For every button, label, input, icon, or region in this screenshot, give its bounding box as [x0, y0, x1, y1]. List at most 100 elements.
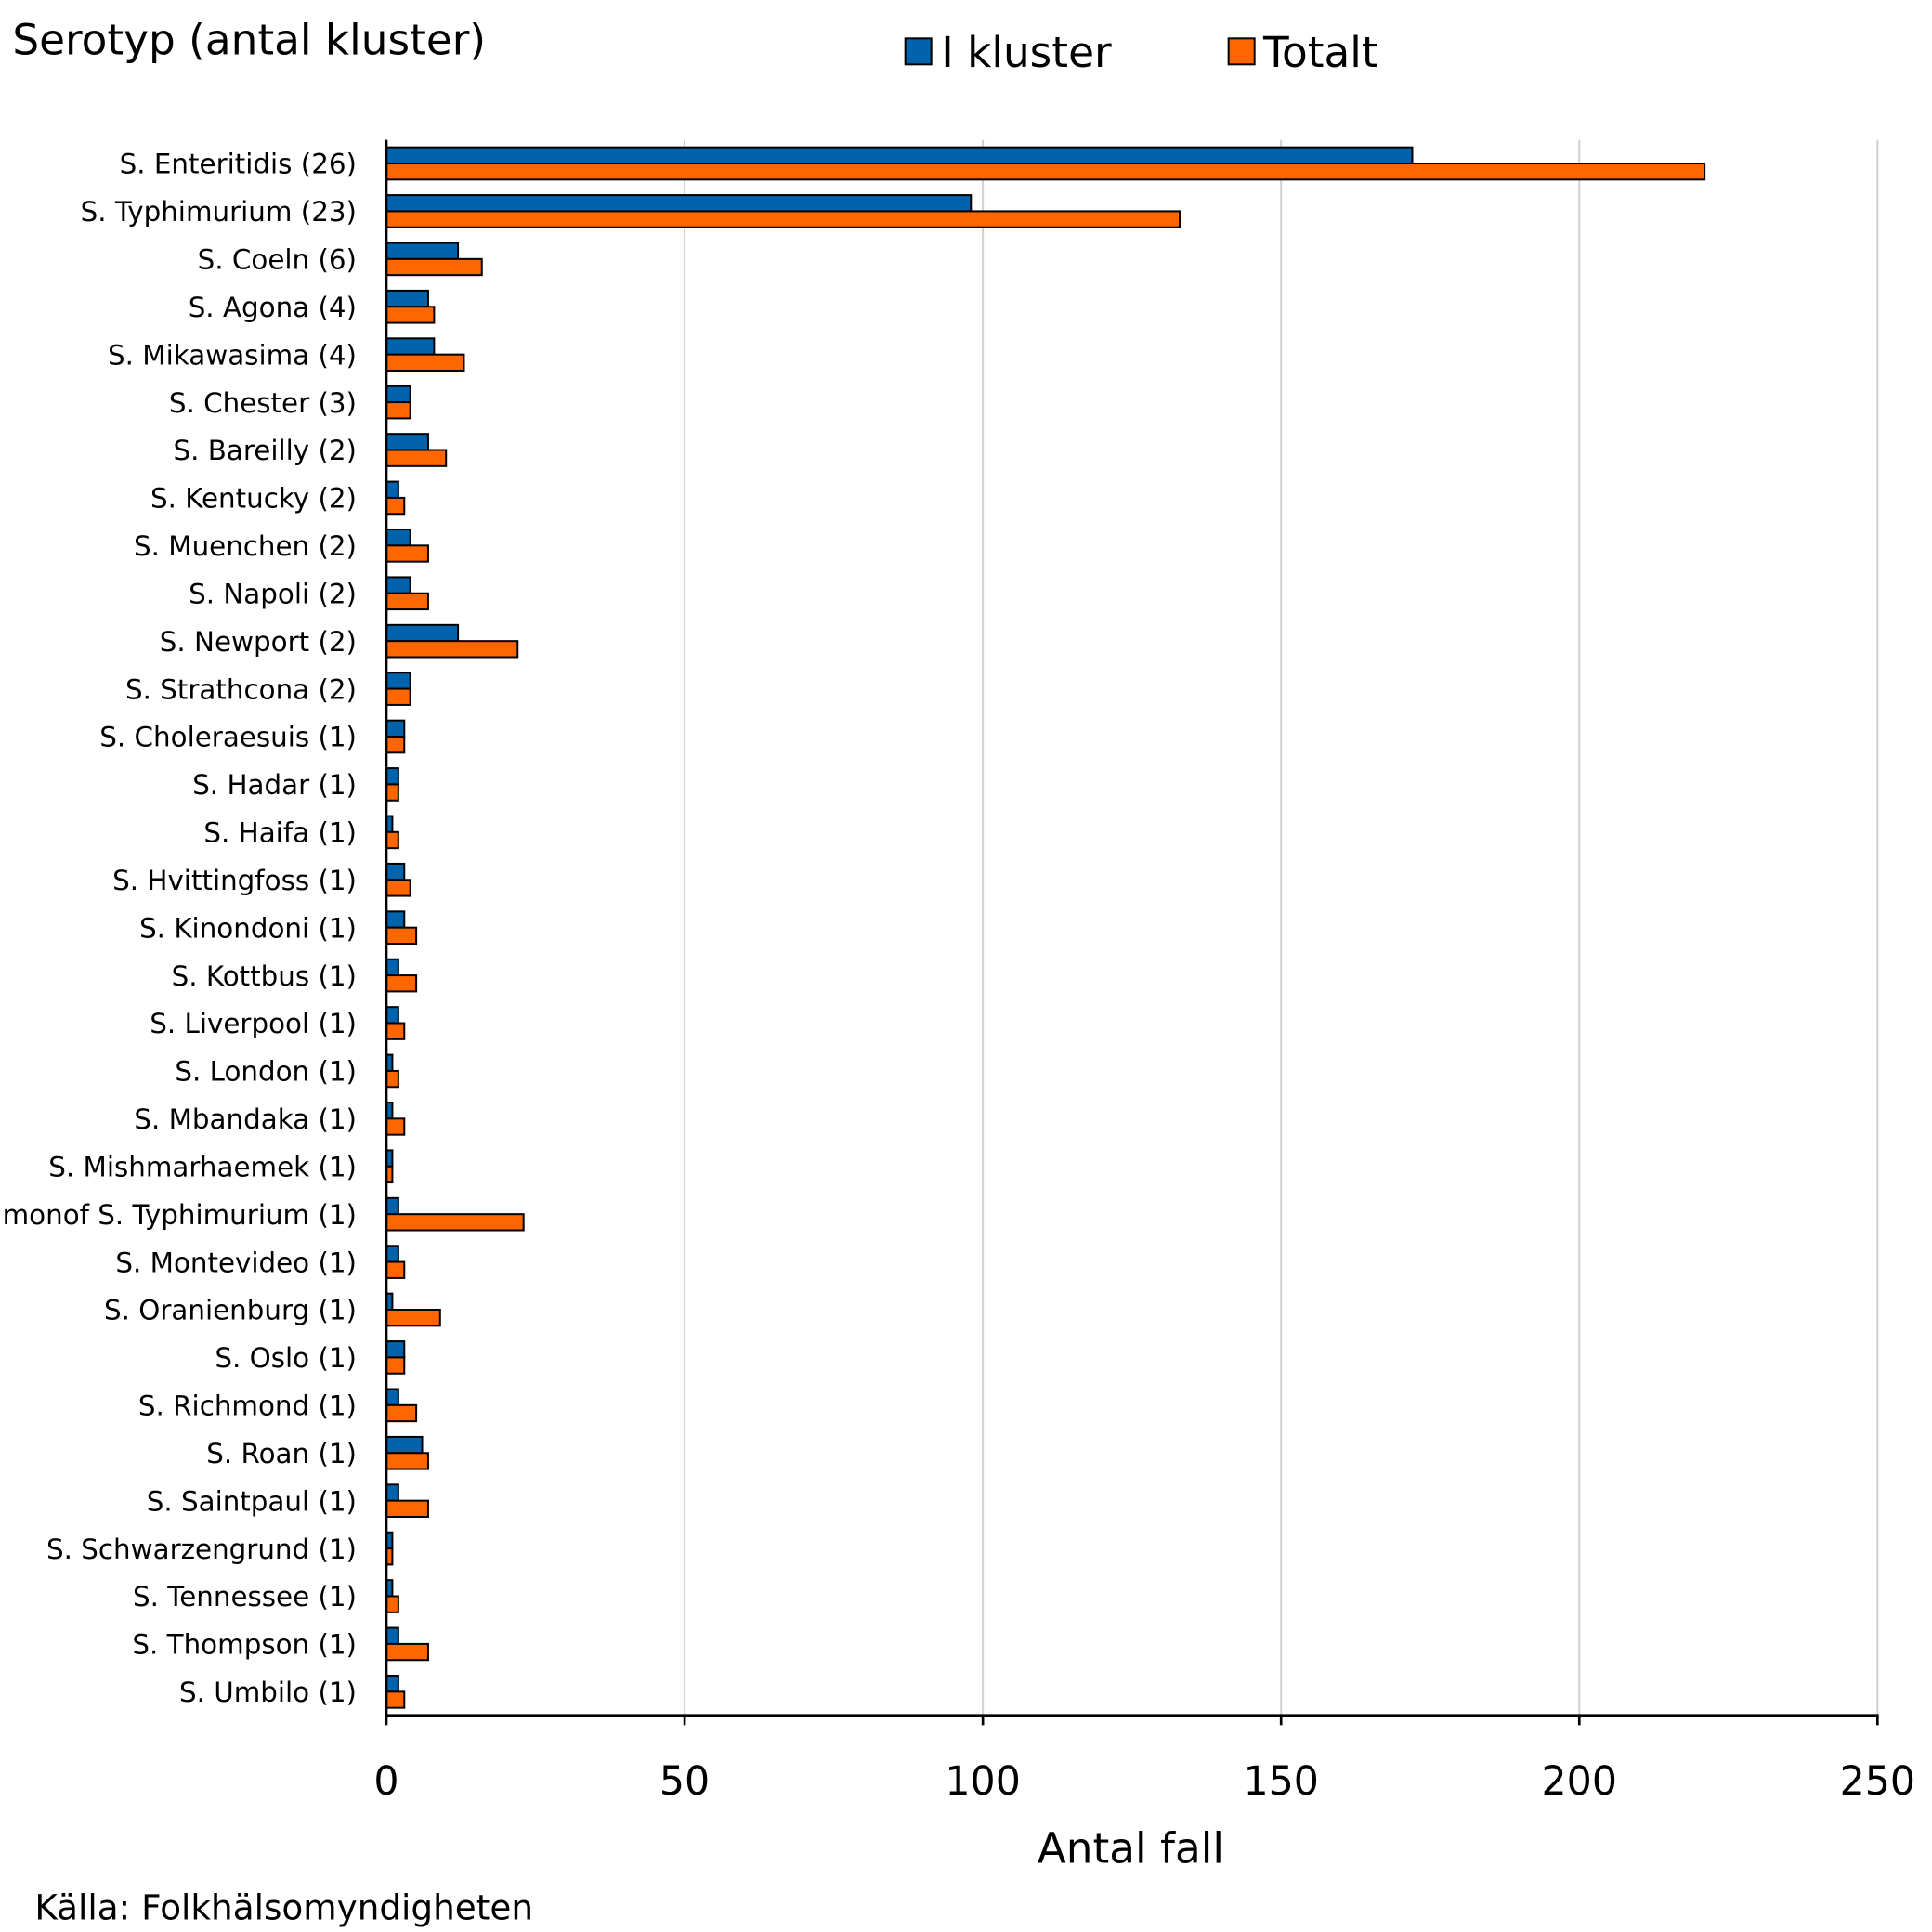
- category-label: S. Mishmarhaemek (1): [48, 1151, 357, 1182]
- bar-totalt: [385, 830, 399, 850]
- bar-totalt: [385, 1069, 399, 1089]
- bar-totalt: [385, 640, 519, 659]
- bar-i-kluster: [385, 1483, 399, 1502]
- x-tick-label: 200: [1542, 1758, 1617, 1805]
- x-tick-label: 100: [945, 1758, 1020, 1805]
- bar-totalt: [385, 1356, 406, 1375]
- bar-totalt: [385, 1595, 399, 1613]
- legend-label-totalt: Totalt: [1262, 28, 1378, 77]
- bar-totalt: [385, 1260, 406, 1279]
- category-label: S. Choleraesuis (1): [99, 722, 357, 753]
- bar-i-kluster: [385, 194, 973, 213]
- bar-totalt: [385, 1117, 406, 1136]
- category-label: S. Bareilly (2): [174, 435, 357, 466]
- category-label: S. Napoli (2): [189, 578, 357, 609]
- bar-i-kluster: [385, 672, 411, 690]
- category-label: S. Mbandaka (1): [134, 1103, 357, 1135]
- category-label: S. Coeln (6): [198, 244, 357, 276]
- category-label: S. Kentucky (2): [150, 483, 357, 515]
- category-label: S. London (1): [175, 1056, 357, 1088]
- bar-i-kluster: [385, 1340, 406, 1359]
- category-label: S. Saintpaul (1): [147, 1485, 357, 1517]
- category-label: S. Oranienburg (1): [104, 1295, 357, 1326]
- x-tick-label: 50: [659, 1758, 710, 1805]
- x-tick-label: 0: [373, 1758, 398, 1805]
- bar-totalt: [385, 879, 411, 897]
- bar-totalt: [385, 592, 429, 611]
- category-label: S. Hvittingfoss (1): [112, 865, 357, 896]
- bar-totalt: [385, 257, 483, 277]
- bar-totalt: [385, 736, 406, 754]
- category-label: S. Montevideo (1): [115, 1247, 357, 1278]
- category-label: S. Mikawasima (4): [108, 339, 357, 371]
- category-label: S. Thompson (1): [132, 1629, 357, 1661]
- bar-i-kluster: [385, 529, 411, 547]
- category-label: S. Haifa (1): [203, 817, 357, 849]
- bar-totalt: [385, 926, 418, 945]
- category-label: S. Schwarzengrund (1): [46, 1534, 357, 1565]
- bar-i-kluster: [385, 767, 399, 786]
- legend-label-i-kluster: I kluster: [941, 28, 1112, 77]
- bar-i-kluster: [385, 146, 1414, 164]
- chart-title: Serotyp (antal kluster): [12, 16, 486, 65]
- bar-i-kluster: [385, 910, 406, 929]
- category-label: S. Umbilo (1): [179, 1677, 357, 1708]
- bar-i-kluster: [385, 1388, 399, 1406]
- category-label: S. Typhimurium (23): [81, 196, 357, 228]
- legend-swatch-totalt: [1227, 37, 1256, 66]
- x-tick-labels: 0 50 100 150 200 250: [373, 1758, 1915, 1805]
- bar-i-kluster: [385, 623, 460, 643]
- bars: [385, 146, 1706, 1709]
- category-label: S. Hadar (1): [192, 769, 357, 801]
- category-label: S. Tennessee (1): [133, 1581, 357, 1612]
- category-label: S. Liverpool (1): [150, 1008, 357, 1039]
- category-label: S. Enteritidis (26): [120, 149, 357, 180]
- bar-totalt: [385, 163, 1706, 181]
- category-label: S. Agona (4): [189, 292, 357, 323]
- bar-i-kluster: [385, 480, 399, 499]
- bar-totalt: [385, 687, 411, 706]
- gridlines: [385, 139, 1879, 1726]
- bar-totalt: [385, 1022, 406, 1040]
- bar-i-kluster: [385, 385, 411, 404]
- bar-i-kluster: [385, 1245, 399, 1263]
- bar-i-kluster: [385, 242, 460, 260]
- category-label: S. Strathcona (2): [125, 673, 357, 705]
- category-label: S. Newport (2): [160, 626, 357, 658]
- bar-i-kluster: [385, 862, 406, 881]
- bar-i-kluster: [385, 1435, 424, 1455]
- bar-i-kluster: [385, 1626, 399, 1645]
- bar-totalt: [385, 1403, 418, 1423]
- category-label: S. Muenchen (2): [134, 530, 357, 562]
- bar-i-kluster: [385, 958, 399, 977]
- bar-i-kluster: [385, 576, 411, 594]
- bar-i-kluster: [385, 1196, 399, 1216]
- bar-totalt: [385, 353, 465, 372]
- bar-i-kluster: [385, 289, 429, 308]
- category-label: S. Kinondoni (1): [139, 912, 357, 944]
- bar-totalt: [385, 306, 436, 324]
- bar-totalt: [385, 974, 418, 993]
- category-label: S. Kottbus (1): [172, 960, 357, 992]
- bar-totalt: [385, 544, 429, 563]
- bar-totalt: [385, 1690, 406, 1709]
- bar-i-kluster: [385, 719, 406, 738]
- x-axis-label: Antal fall: [1038, 1823, 1224, 1873]
- bar-totalt: [385, 783, 399, 802]
- x-tick-label: 250: [1840, 1758, 1915, 1805]
- bar-totalt: [385, 210, 1181, 228]
- category-label: monof S. Typhimurium (1): [3, 1199, 357, 1231]
- bar-i-kluster: [385, 433, 429, 451]
- legend-swatch-i-kluster: [904, 37, 933, 66]
- bar-totalt: [385, 1213, 525, 1232]
- category-label: S. Oslo (1): [215, 1342, 357, 1374]
- bar-i-kluster: [385, 1674, 399, 1693]
- bar-i-kluster: [385, 337, 436, 356]
- bar-totalt: [385, 1452, 429, 1470]
- bar-totalt: [385, 449, 448, 467]
- source-note: Källa: Folkhälsomyndigheten: [34, 1887, 533, 1928]
- category-label: S. Richmond (1): [138, 1390, 357, 1422]
- bar-totalt: [385, 1642, 429, 1662]
- category-label: S. Chester (3): [169, 387, 357, 419]
